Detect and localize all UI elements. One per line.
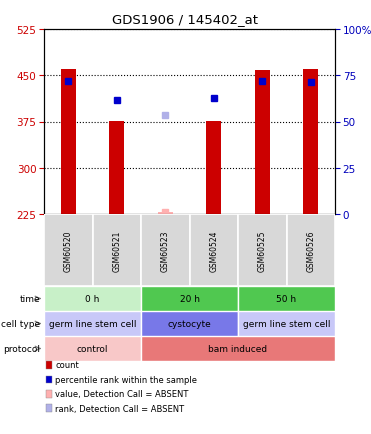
Bar: [44, 214, 92, 286]
Text: GSM60523: GSM60523: [161, 230, 170, 271]
Bar: [255, 71, 269, 214]
Text: 20 h: 20 h: [180, 294, 200, 303]
Bar: [92, 214, 141, 286]
Text: percentile rank within the sample: percentile rank within the sample: [55, 375, 197, 384]
Text: GSM60525: GSM60525: [258, 230, 267, 271]
Text: GSM60520: GSM60520: [64, 230, 73, 271]
Bar: [61, 70, 76, 214]
Bar: [44, 286, 141, 311]
Bar: [190, 214, 238, 286]
Text: bam induced: bam induced: [209, 344, 267, 353]
Bar: [141, 336, 335, 361]
Bar: [158, 213, 173, 214]
Text: control: control: [77, 344, 108, 353]
Bar: [238, 214, 286, 286]
Text: GSM60524: GSM60524: [209, 230, 218, 271]
Bar: [44, 311, 141, 336]
Text: 50 h: 50 h: [276, 294, 296, 303]
Bar: [141, 311, 238, 336]
Text: rank, Detection Call = ABSENT: rank, Detection Call = ABSENT: [55, 404, 184, 413]
Text: cell type: cell type: [1, 319, 40, 328]
Bar: [238, 311, 335, 336]
Text: cystocyte: cystocyte: [168, 319, 211, 328]
Bar: [303, 70, 318, 214]
Bar: [238, 286, 335, 311]
Bar: [44, 336, 141, 361]
Text: time: time: [19, 294, 40, 303]
Bar: [207, 122, 221, 214]
Text: GDS1906 / 145402_at: GDS1906 / 145402_at: [112, 13, 259, 26]
Bar: [109, 122, 124, 214]
Text: count: count: [55, 361, 79, 370]
Text: GSM60526: GSM60526: [306, 230, 315, 271]
Bar: [286, 214, 335, 286]
Bar: [141, 286, 238, 311]
Text: germ line stem cell: germ line stem cell: [243, 319, 330, 328]
Text: value, Detection Call = ABSENT: value, Detection Call = ABSENT: [55, 389, 189, 398]
Text: protocol: protocol: [3, 344, 40, 353]
Bar: [141, 214, 190, 286]
Text: 0 h: 0 h: [85, 294, 100, 303]
Text: germ line stem cell: germ line stem cell: [49, 319, 136, 328]
Text: GSM60521: GSM60521: [112, 230, 121, 271]
